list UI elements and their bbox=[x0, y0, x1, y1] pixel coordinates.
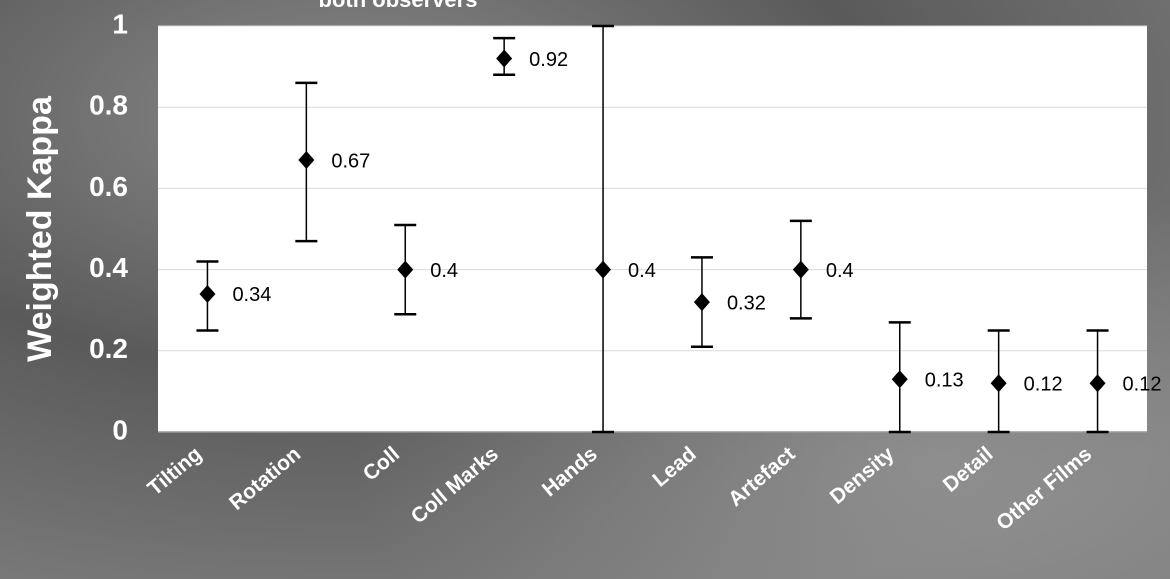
value-label: 0.34 bbox=[232, 284, 271, 306]
y-tick-label: 0.8 bbox=[89, 90, 128, 121]
value-label: 0.67 bbox=[331, 150, 370, 172]
y-tick-label: 0.6 bbox=[89, 171, 128, 202]
value-label: 0.32 bbox=[727, 292, 766, 314]
value-label: 0.4 bbox=[430, 260, 458, 282]
value-label: 0.13 bbox=[925, 370, 964, 392]
chart: both observers Weighted Kappa 0 0.2 0.4 0.6… bbox=[0, 0, 1170, 579]
value-label: 0.12 bbox=[1024, 374, 1063, 396]
value-label: 0.4 bbox=[826, 260, 854, 282]
chart-title: both observers bbox=[319, 0, 478, 12]
y-axis-title: Weighted Kappa bbox=[21, 95, 59, 362]
y-tick-label: 0 bbox=[112, 414, 128, 445]
value-label: 0.92 bbox=[529, 49, 568, 71]
value-label: 0.12 bbox=[1123, 374, 1162, 396]
value-label: 0.4 bbox=[628, 260, 656, 282]
y-tick-label: 0.2 bbox=[89, 333, 128, 364]
page: {"chart_data": {"type": "errorbar", "tit… bbox=[0, 0, 1170, 579]
y-tick-label: 0.4 bbox=[89, 252, 128, 283]
y-tick-label: 1 bbox=[112, 8, 128, 39]
